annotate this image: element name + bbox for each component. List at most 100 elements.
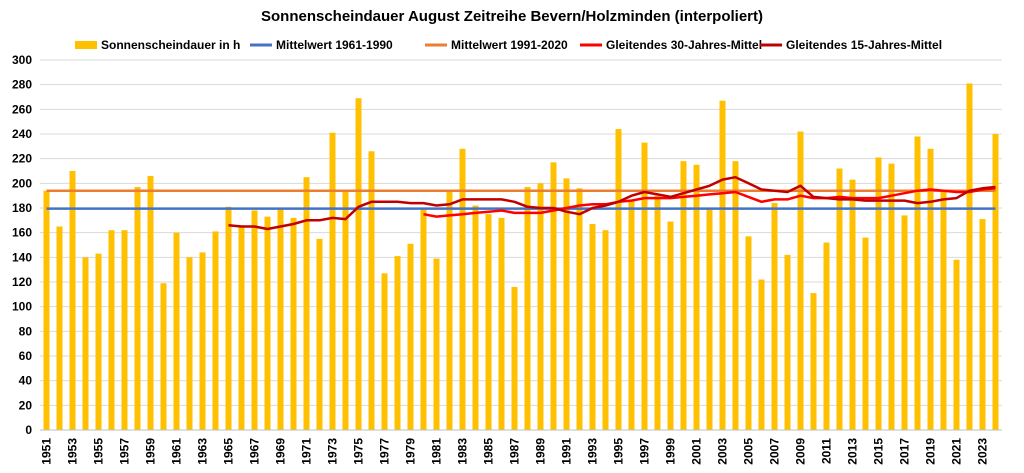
bar-2005	[745, 236, 752, 430]
x-tick-label: 2005	[742, 438, 756, 465]
bar-1974	[342, 190, 349, 430]
bar-1994	[602, 230, 609, 430]
bar-2000	[680, 161, 687, 430]
bar-1961	[173, 232, 180, 430]
bar-1985	[485, 214, 492, 430]
y-tick-label: 280	[12, 78, 32, 92]
bar-1996	[628, 199, 635, 430]
x-tick-label: 1967	[248, 438, 262, 465]
bar-1971	[303, 177, 310, 430]
bar-1970	[290, 217, 297, 430]
bar-1957	[121, 230, 128, 430]
bar-1965	[225, 206, 232, 430]
legend-item: Gleitendes 30-Jahres-Mittel	[580, 38, 762, 52]
x-tick-label: 1965	[222, 438, 236, 465]
x-tick-label: 1981	[430, 438, 444, 465]
x-tick-label: 2011	[820, 438, 834, 464]
bar-2020	[940, 189, 947, 430]
x-tick-label: 1951	[40, 438, 54, 465]
bar-1995	[615, 129, 622, 431]
bar-2001	[693, 164, 700, 431]
x-tick-label: 1999	[664, 438, 678, 465]
bar-1983	[459, 148, 466, 431]
bar-1958	[134, 187, 141, 430]
bar-1968	[264, 216, 271, 430]
x-tick-label: 1979	[404, 438, 418, 465]
bar-2012	[836, 168, 843, 431]
y-tick-label: 100	[12, 300, 32, 314]
legend-item: Gleitendes 15-Jahres-Mittel	[760, 38, 942, 52]
bar-1951	[43, 190, 50, 430]
legend-label: Gleitendes 15-Jahres-Mittel	[786, 38, 942, 52]
bar-1997	[641, 142, 648, 430]
bar-1981	[433, 258, 440, 430]
y-tick-label: 80	[19, 324, 33, 338]
y-tick-label: 240	[12, 127, 32, 141]
bar-1969	[277, 209, 284, 430]
x-tick-label: 1971	[300, 438, 314, 465]
x-tick-label: 1985	[482, 438, 496, 465]
x-tick-label: 2001	[690, 438, 704, 465]
x-tick-label: 2003	[716, 438, 730, 465]
x-tick-label: 1953	[66, 438, 80, 465]
y-tick-label: 0	[25, 423, 32, 437]
bar-2007	[771, 203, 778, 430]
bar-1990	[550, 162, 557, 430]
x-tick-label: 2017	[898, 438, 912, 465]
bar-1955	[95, 253, 102, 430]
bar-1976	[368, 151, 375, 430]
bar-1953	[69, 171, 76, 430]
x-tick-label: 1991	[560, 438, 574, 465]
bar-1980	[420, 209, 427, 430]
bar-1984	[472, 205, 479, 430]
bar-2003	[719, 100, 726, 430]
bar-1967	[251, 210, 258, 430]
bar-2021	[953, 259, 960, 430]
moving-average-line	[423, 187, 996, 218]
bar-2002	[706, 208, 713, 430]
bar-1978	[394, 256, 401, 430]
bar-1954	[82, 257, 89, 430]
bar-1963	[199, 252, 206, 430]
bar-2010	[810, 293, 817, 430]
x-tick-label: 2019	[924, 438, 938, 465]
x-tick-label: 1983	[456, 438, 470, 465]
x-tick-label: 1973	[326, 438, 340, 465]
x-tick-label: 1993	[586, 438, 600, 465]
bar-2014	[862, 237, 869, 430]
legend-label: Gleitendes 30-Jahres-Mittel	[606, 38, 762, 52]
bar-1987	[511, 286, 518, 430]
y-tick-label: 20	[19, 398, 33, 412]
y-tick-label: 40	[19, 374, 33, 388]
bar-1966	[238, 225, 245, 430]
legend-item: Sonnenscheindauer in h	[75, 38, 240, 52]
bar-1973	[329, 132, 336, 430]
bar-2024	[992, 134, 999, 430]
y-tick-label: 200	[12, 176, 32, 190]
y-tick-label: 180	[12, 201, 32, 215]
x-tick-label: 1987	[508, 438, 522, 465]
bar-1999	[667, 221, 674, 430]
y-tick-label: 260	[12, 102, 32, 116]
bar-2015	[875, 157, 882, 430]
x-tick-label: 2013	[846, 438, 860, 465]
bar-1988	[524, 187, 531, 430]
y-tick-label: 300	[12, 53, 32, 67]
x-tick-label: 1959	[144, 438, 158, 465]
x-tick-label: 2023	[976, 438, 990, 465]
y-tick-label: 140	[12, 250, 32, 264]
bar-1959	[147, 175, 154, 430]
x-tick-label: 1961	[170, 438, 184, 465]
bar-2011	[823, 242, 830, 430]
chart-title: Sonnenscheindauer August Zeitreihe Bever…	[260, 8, 763, 25]
legend-label: Mittelwert 1991-2020	[451, 38, 568, 52]
legend-item: Mittelwert 1991-2020	[425, 38, 568, 52]
x-tick-label: 1989	[534, 438, 548, 465]
legend-label: Mittelwert 1961-1990	[276, 38, 393, 52]
bar-2004	[732, 161, 739, 430]
bar-1989	[537, 183, 544, 430]
bar-2016	[888, 163, 895, 430]
bar-2009	[797, 131, 804, 431]
bar-1993	[589, 224, 596, 430]
